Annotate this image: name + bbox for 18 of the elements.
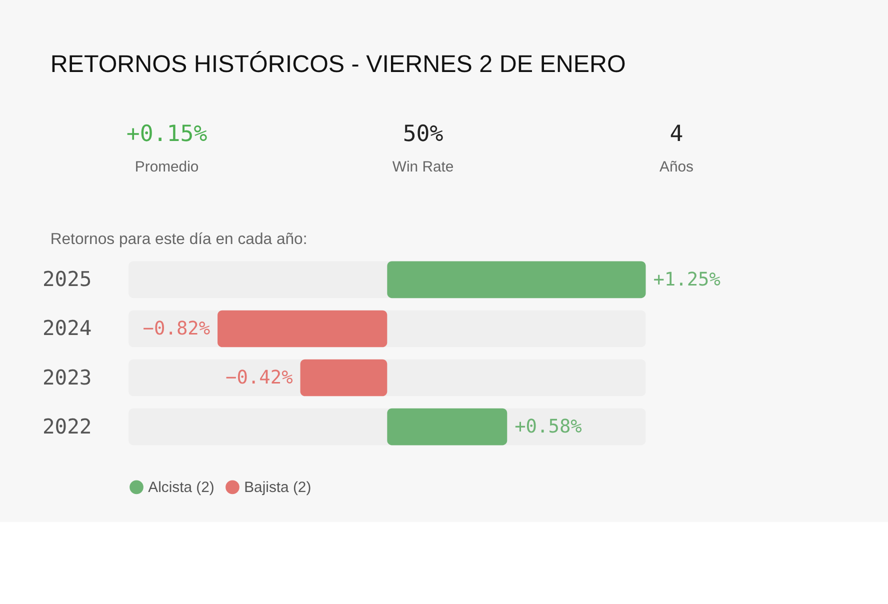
text: 4 <box>670 120 684 147</box>
data-label: −0.82% <box>142 318 210 340</box>
data-label: +1.25% <box>653 269 720 290</box>
y-tick-label: 2025 <box>42 267 92 292</box>
y-tick-label: 2024 <box>42 316 92 340</box>
text: +0.15% <box>126 120 208 147</box>
text: Promedio <box>134 160 199 176</box>
chart-title: RETORNOS HISTÓRICOS - VIERNES 2 DE ENERO <box>50 50 626 78</box>
data-label: +0.58% <box>514 416 582 438</box>
data-label: −0.42% <box>226 367 293 388</box>
y-tick-label: 2022 <box>42 414 92 438</box>
text: Años <box>660 160 694 176</box>
legend-label: Bajista (2) <box>244 480 312 496</box>
y-tick-label: 2023 <box>42 365 92 390</box>
legend-label: Alcista (2) <box>148 480 214 496</box>
text: Win Rate <box>392 160 454 176</box>
text: 50% <box>402 120 444 147</box>
chart-subtitle: Retornos para este día en cada año: <box>50 231 308 248</box>
